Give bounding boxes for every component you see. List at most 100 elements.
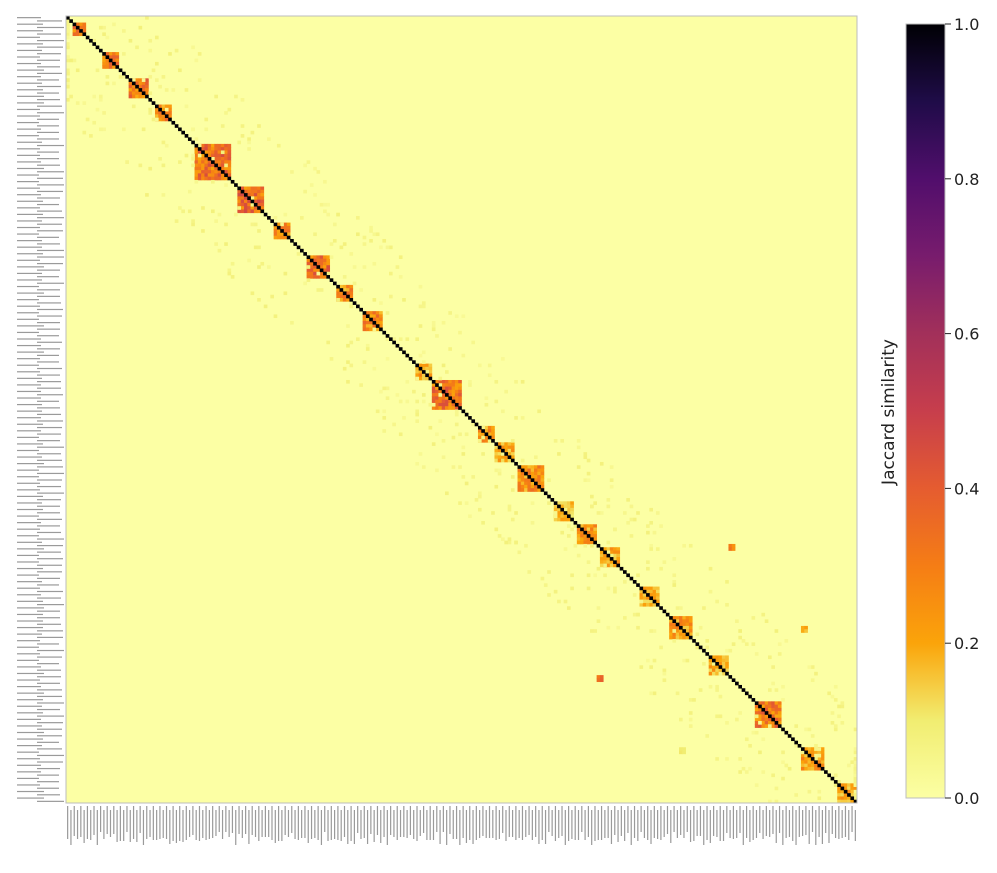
faint-cell (211, 157, 215, 161)
cluster-cell (497, 452, 502, 456)
row-label-glyph (37, 538, 64, 540)
faint-cell (646, 524, 650, 528)
column-label-glyph (689, 810, 692, 842)
faint-cell (178, 160, 182, 164)
row-label-glyph (17, 338, 41, 340)
cluster-cell (197, 160, 202, 164)
diagonal-cell (174, 124, 179, 128)
column-label-glyph (119, 806, 121, 841)
row-label-glyph (17, 259, 40, 261)
cluster-cell (227, 143, 232, 148)
column-label-glyph (591, 810, 593, 845)
faint-cell (336, 298, 340, 302)
cluster-cell (524, 468, 528, 473)
column-label-glyph (113, 806, 115, 834)
cluster-cell (421, 376, 426, 381)
cluster-cell (590, 527, 594, 532)
cluster-cell (418, 363, 423, 368)
faint-cell (461, 475, 466, 479)
cluster-cell (764, 724, 769, 728)
cluster-cell (590, 540, 594, 545)
faint-cell (260, 261, 265, 266)
faint-cell (438, 383, 443, 387)
faint-cell (672, 583, 677, 587)
faint-cell (517, 550, 522, 555)
diagonal-cell (527, 475, 532, 479)
faint-cell (507, 504, 512, 509)
cluster-cell (534, 484, 538, 489)
cluster-cell (669, 625, 673, 630)
cluster-cell (451, 402, 456, 407)
cluster-cell (168, 111, 172, 115)
column-label-glyph (680, 806, 682, 835)
cluster-cell (214, 166, 218, 171)
offdiagonal-spot (728, 543, 733, 548)
cluster-cell (306, 271, 311, 276)
cluster-cell (758, 724, 762, 728)
row-label-glyph (17, 148, 40, 150)
column-label-glyph (76, 810, 79, 839)
cluster-cell (675, 632, 680, 637)
column-label-glyph (320, 810, 323, 845)
cluster-cell (214, 147, 218, 151)
cluster-cell (243, 209, 248, 214)
row-label-glyph (17, 403, 42, 406)
faint-cell (220, 150, 225, 155)
diagonal-cell (471, 419, 476, 423)
cluster-cell (843, 796, 848, 801)
faint-cell (66, 84, 70, 89)
cluster-cell (240, 196, 245, 200)
cluster-cell (517, 481, 522, 486)
diagonal-cell (751, 698, 756, 702)
cluster-cell (507, 452, 512, 456)
cluster-cell (237, 202, 242, 207)
cluster-cell (319, 275, 324, 279)
column-label-glyph (841, 810, 843, 838)
cluster-cell (448, 389, 452, 394)
column-label-glyph (686, 806, 688, 832)
cluster-cell (326, 255, 331, 260)
diagonal-cell (833, 780, 838, 784)
cluster-cell (685, 635, 690, 640)
cluster-cell (487, 432, 492, 437)
diagonal-cell (168, 117, 172, 122)
faint-cell (725, 721, 729, 725)
row-label-glyph (37, 544, 63, 547)
offdiagonal-spot (804, 625, 808, 630)
diagonal-cell (646, 593, 650, 597)
cluster-cell (708, 668, 713, 673)
faint-cell (616, 625, 621, 630)
column-label-glyph (169, 810, 171, 844)
cluster-cell (807, 747, 812, 751)
cluster-cell (774, 724, 779, 728)
diagonal-cell (435, 383, 439, 387)
cluster-cell (214, 153, 218, 158)
column-label-glyph (637, 810, 639, 841)
faint-cell (461, 445, 466, 450)
faint-cell (748, 743, 752, 748)
row-label-glyph (17, 692, 44, 694)
faint-cell (725, 602, 729, 607)
cluster-cell (497, 442, 502, 446)
cluster-cell (840, 789, 845, 794)
cluster-cell (112, 55, 116, 59)
diagonal-cell (207, 157, 212, 161)
cluster-cell (227, 147, 232, 151)
column-label-glyph (109, 810, 112, 837)
cluster-cell (415, 373, 420, 378)
row-label-glyph (17, 771, 41, 773)
row-label-glyph (37, 748, 62, 750)
cluster-cell (685, 625, 690, 630)
diagonal-cell (586, 534, 591, 538)
cluster-cell (237, 199, 242, 204)
cluster-cell (346, 288, 350, 292)
cluster-cell (688, 632, 693, 637)
column-label-glyph (518, 810, 520, 838)
row-label-glyph (17, 535, 39, 537)
cluster-cell (807, 766, 812, 771)
cluster-cell (494, 448, 499, 453)
faint-cell (570, 586, 574, 591)
row-label-glyph (37, 131, 59, 134)
faint-cell (781, 750, 785, 755)
cluster-cell (576, 537, 581, 542)
